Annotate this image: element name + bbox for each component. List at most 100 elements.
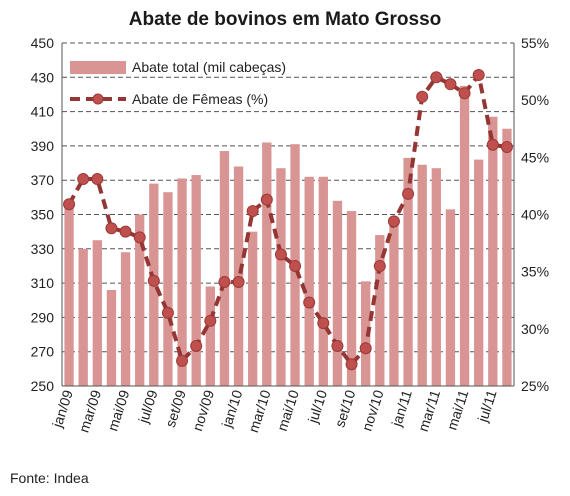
bar bbox=[92, 240, 102, 386]
bar bbox=[445, 209, 456, 386]
y-left-tick-label: 370 bbox=[31, 172, 55, 188]
legend: Abate total (mil cabeças) Abate de Fêmea… bbox=[70, 59, 286, 107]
female-share-point bbox=[472, 69, 485, 82]
female-share-point bbox=[345, 358, 358, 371]
y-left-tick-label: 330 bbox=[31, 241, 55, 257]
female-share-point bbox=[444, 78, 457, 91]
chart-title: Abate de bovinos em Mato Grosso bbox=[129, 9, 442, 30]
female-share-point bbox=[204, 314, 217, 327]
female-share-point bbox=[176, 354, 189, 367]
y-right-tick-label: 30% bbox=[521, 321, 549, 337]
x-tick-label: mar/09 bbox=[75, 388, 104, 435]
x-tick-label: mai/09 bbox=[104, 388, 132, 433]
bar bbox=[262, 142, 272, 386]
bar bbox=[177, 178, 187, 386]
female-share-line bbox=[67, 73, 508, 367]
x-tick-label: set/09 bbox=[162, 388, 189, 429]
x-tick-label: jul/11 bbox=[474, 388, 500, 425]
female-share-point bbox=[161, 306, 174, 319]
bar bbox=[191, 175, 201, 386]
bar bbox=[488, 116, 498, 387]
legend-line-label: Abate de Fêmeas (%) bbox=[132, 91, 268, 107]
y-right-tick-label: 25% bbox=[521, 378, 549, 394]
x-tick-label: mar/10 bbox=[245, 388, 274, 435]
female-share-point bbox=[430, 71, 443, 84]
x-tick-label: nov/09 bbox=[189, 388, 217, 433]
bar bbox=[346, 211, 357, 386]
bar bbox=[304, 176, 314, 386]
x-tick-label: mai/10 bbox=[274, 388, 302, 433]
y-left-tick-label: 270 bbox=[31, 344, 55, 360]
x-tick-label: jan/10 bbox=[218, 388, 245, 430]
bar bbox=[64, 207, 74, 386]
bar bbox=[417, 164, 427, 386]
y-right-tick-label: 55% bbox=[521, 35, 549, 51]
female-share-point bbox=[458, 87, 471, 100]
female-share-point bbox=[303, 296, 316, 309]
female-share-point bbox=[331, 339, 344, 352]
female-share-point bbox=[190, 339, 203, 352]
female-share-point bbox=[289, 259, 302, 272]
line-series bbox=[63, 69, 513, 371]
y-right-tick-label: 50% bbox=[521, 92, 549, 108]
bar bbox=[474, 159, 484, 386]
y-left-tick-label: 310 bbox=[31, 275, 55, 291]
x-tick-label: jan/09 bbox=[49, 388, 76, 430]
female-share-point bbox=[232, 275, 245, 288]
female-share-point bbox=[402, 187, 415, 200]
female-share-point bbox=[260, 193, 273, 206]
female-share-point bbox=[91, 173, 104, 186]
bar bbox=[248, 231, 258, 386]
bar-series bbox=[64, 85, 512, 387]
bar bbox=[361, 281, 371, 386]
y-right-tick-label: 40% bbox=[521, 207, 549, 223]
bar bbox=[276, 168, 286, 386]
x-tick-label: mar/11 bbox=[415, 388, 443, 434]
female-share-point bbox=[246, 205, 259, 218]
x-tick-label: set/10 bbox=[331, 388, 358, 429]
bar bbox=[78, 248, 88, 386]
y-left-tick-label: 290 bbox=[31, 309, 55, 325]
female-share-point bbox=[63, 198, 76, 211]
bar bbox=[431, 168, 441, 386]
bar bbox=[205, 286, 215, 386]
bar bbox=[163, 192, 173, 386]
female-share-point bbox=[119, 225, 132, 238]
female-share-point bbox=[373, 259, 386, 272]
bar bbox=[318, 176, 328, 386]
x-tick-label: nov/10 bbox=[358, 388, 386, 433]
bar bbox=[502, 128, 512, 386]
female-share-point bbox=[105, 222, 118, 235]
female-share-point bbox=[274, 248, 287, 261]
legend-line-marker bbox=[92, 93, 104, 105]
legend-bar-swatch bbox=[70, 61, 126, 74]
x-tick-label: jul/09 bbox=[135, 388, 161, 426]
source-note: Fonte: Indea bbox=[10, 470, 89, 486]
bar bbox=[219, 151, 230, 386]
female-share-point bbox=[359, 342, 372, 355]
y-left-tick-label: 250 bbox=[31, 378, 55, 394]
x-tick-label: jan/11 bbox=[388, 388, 415, 429]
y-right-tick-label: 45% bbox=[521, 149, 549, 165]
female-share-point bbox=[147, 274, 160, 287]
female-share-point bbox=[387, 215, 400, 228]
y-left-tick-label: 390 bbox=[31, 138, 55, 154]
female-share-point bbox=[218, 275, 231, 288]
female-share-point bbox=[77, 173, 90, 186]
bar bbox=[106, 289, 117, 386]
x-tick-label: mai/11 bbox=[444, 388, 472, 432]
female-share-point bbox=[416, 90, 429, 103]
female-share-point bbox=[317, 317, 330, 330]
bar bbox=[389, 223, 399, 386]
bar bbox=[332, 200, 343, 386]
female-share-point bbox=[486, 138, 499, 151]
y-left-tick-label: 430 bbox=[31, 69, 55, 85]
y-left-tick-label: 450 bbox=[31, 35, 55, 51]
bar bbox=[459, 85, 470, 386]
bar bbox=[375, 235, 385, 386]
y-left-tick-label: 350 bbox=[31, 207, 55, 223]
y-right-tick-label: 35% bbox=[521, 264, 549, 280]
bar bbox=[120, 252, 131, 386]
bar bbox=[403, 157, 413, 386]
